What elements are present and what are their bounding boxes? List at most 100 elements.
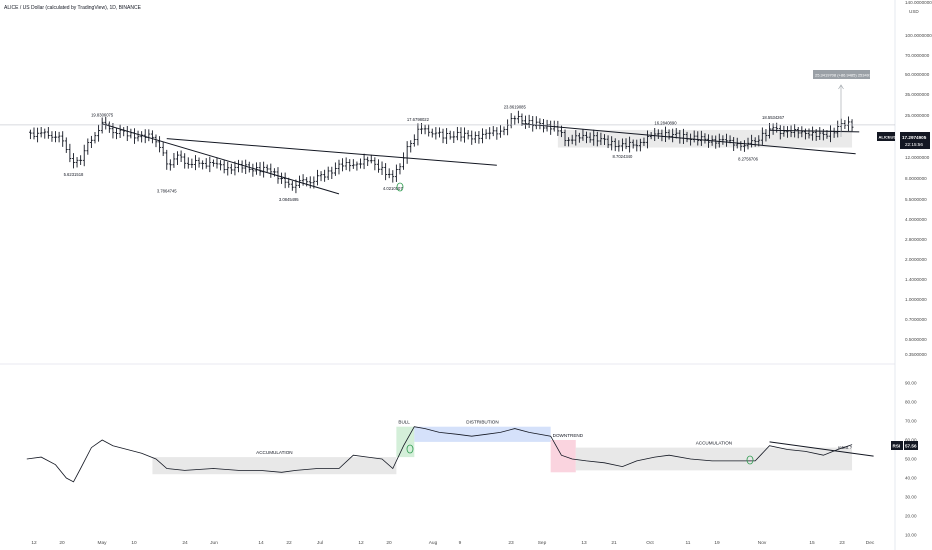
price-extreme-label: 16.2840890 (654, 120, 677, 125)
candle (477, 131, 481, 144)
date-tick-label: 20 (59, 540, 65, 546)
date-tick-label: Dec (866, 540, 875, 546)
candle (782, 125, 786, 137)
candle (377, 159, 380, 173)
candle (599, 132, 603, 146)
rsi-tick-label: 20.00 (905, 514, 917, 519)
candle (68, 143, 72, 163)
price-extreme-label: 3.7864745 (157, 189, 177, 194)
candle (527, 114, 531, 128)
candle (323, 169, 327, 182)
candle (656, 129, 660, 139)
candle (168, 159, 172, 171)
candle (255, 162, 258, 175)
rsi-series-line (26, 426, 853, 483)
candle (488, 127, 492, 140)
price-extreme-label: 17.6798022 (407, 117, 430, 122)
price-extreme-label: 23.8619085 (504, 105, 527, 110)
symbol-badge (877, 132, 895, 141)
candle (201, 160, 205, 170)
candle (585, 131, 588, 144)
candle (628, 136, 632, 153)
rsi-name: RSI (893, 444, 901, 449)
candle (265, 164, 269, 173)
candle (617, 140, 621, 152)
rsi-tick-label: 60.00 (905, 438, 917, 443)
candle (172, 152, 176, 168)
date-tick-label: Oct (646, 540, 654, 546)
candle (721, 135, 725, 145)
candle (226, 161, 230, 176)
candle (29, 129, 32, 140)
candle (179, 150, 183, 162)
candle (348, 159, 352, 172)
candle (743, 140, 746, 152)
candle (760, 127, 764, 145)
rsi-tick-label: 80.00 (905, 400, 917, 405)
candle (46, 127, 50, 139)
bull-circle-rsi-1 (406, 444, 414, 454)
candle (811, 126, 814, 141)
date-tick-label: Jun (210, 540, 218, 546)
candle (229, 163, 233, 175)
candle (717, 133, 721, 148)
candle (244, 159, 248, 175)
candle (122, 127, 126, 137)
candle (54, 131, 57, 143)
candle (466, 130, 470, 140)
candle (391, 170, 395, 183)
rsi-tick-label: 40.00 (905, 476, 917, 481)
trendline-resistance-1 (166, 138, 497, 166)
candle (610, 136, 614, 151)
candle (125, 125, 129, 142)
candle (775, 122, 779, 133)
date-tick-label: 23 (839, 540, 845, 546)
candle (176, 151, 179, 165)
candle (90, 135, 93, 149)
candle (534, 116, 538, 130)
candle (847, 116, 850, 132)
candle (283, 172, 287, 189)
candle (502, 126, 506, 136)
date-tick-label: 19 (714, 540, 720, 546)
candle (667, 129, 671, 140)
candle (804, 128, 807, 140)
candle (333, 162, 337, 176)
candle (79, 155, 83, 165)
candle (211, 159, 215, 167)
candle (563, 129, 567, 147)
candle (93, 132, 97, 144)
candle (441, 128, 445, 144)
candle (330, 166, 334, 179)
price-tick-label: 35.0000000 (905, 92, 930, 97)
candle (394, 164, 398, 182)
price-tick-label: 1.4000000 (905, 277, 927, 282)
candle (473, 131, 477, 144)
candle (850, 119, 854, 132)
price-tick-label: 12.0000000 (905, 155, 930, 160)
candle (75, 157, 79, 168)
candle (359, 158, 362, 169)
price-tick-label: 8.0000000 (905, 176, 927, 181)
trendline-resistance-2 (769, 129, 860, 133)
candle (549, 120, 553, 135)
candle (136, 130, 140, 142)
date-tick-label: 14 (258, 540, 264, 546)
candle (251, 163, 255, 177)
price-extreme-label: 8.2756706 (738, 156, 758, 161)
candle (674, 128, 678, 139)
price-extreme-label: 19.8306075 (91, 112, 114, 117)
rsi-tick-label: 30.00 (905, 495, 917, 500)
rsi-name-badge (891, 441, 903, 450)
price-tick-label: 140.0000000 (905, 0, 932, 5)
candle (398, 163, 402, 175)
candle (133, 128, 136, 144)
projection-box (813, 70, 870, 79)
candle (836, 120, 840, 138)
candle (703, 133, 707, 144)
candle (524, 115, 527, 129)
candle (107, 121, 111, 133)
candle (82, 144, 86, 167)
price-tick-label: 5.5000000 (905, 197, 927, 202)
candle (380, 161, 384, 175)
